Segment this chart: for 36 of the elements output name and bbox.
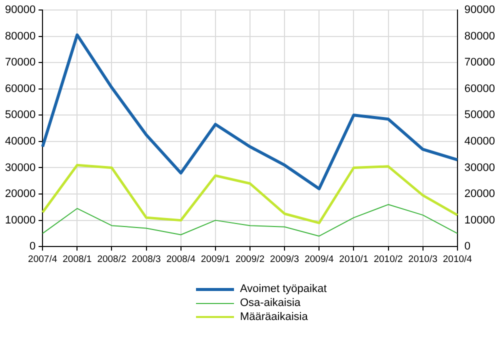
x-tick-label: 2007/4 xyxy=(28,254,58,265)
y-tick-label: 90000 xyxy=(4,4,36,16)
x-tick-label: 2009/2 xyxy=(235,254,265,265)
x-tick-label: 2008/4 xyxy=(166,254,196,265)
y-tick-label: 0 xyxy=(29,240,36,253)
y2-tick-label: 40000 xyxy=(464,135,496,148)
x-tick-label: 2010/1 xyxy=(339,254,368,265)
x-tick-label: 2008/2 xyxy=(97,254,126,265)
y-tick-label: 30000 xyxy=(4,162,36,174)
y-tick-label: 50000 xyxy=(4,109,36,122)
x-tick-label: 2008/3 xyxy=(132,254,161,265)
y2-tick-label: 90000 xyxy=(464,4,496,16)
legend-label: Osa-aikaisia xyxy=(240,297,301,309)
y2-tick-label: 70000 xyxy=(464,56,496,69)
y-tick-label: 80000 xyxy=(4,30,36,42)
y2-tick-label: 0 xyxy=(464,240,471,253)
y2-tick-label: 60000 xyxy=(464,82,496,95)
x-tick-label: 2010/3 xyxy=(408,254,438,265)
x-tick-label: 2008/1 xyxy=(62,254,92,265)
x-tick-label: 2009/4 xyxy=(304,254,334,265)
x-tick-label: 2010/2 xyxy=(374,254,403,265)
y-tick-label: 10000 xyxy=(4,214,36,226)
y-tick-label: 70000 xyxy=(4,56,36,69)
y2-tick-label: 80000 xyxy=(464,30,496,42)
y2-tick-label: 30000 xyxy=(464,162,496,174)
y-tick-label: 60000 xyxy=(4,82,36,95)
y-tick-label: 20000 xyxy=(4,188,36,200)
legend-label: Määräaikaisia xyxy=(240,311,308,323)
y2-tick-label: 10000 xyxy=(464,214,496,226)
y-tick-label: 40000 xyxy=(4,135,36,148)
legend-label: Avoimet työpaikat xyxy=(240,283,327,295)
x-tick-label: 2010/4 xyxy=(442,254,472,265)
y2-tick-label: 20000 xyxy=(464,188,496,200)
y2-tick-label: 50000 xyxy=(464,109,496,122)
x-tick-label: 2009/1 xyxy=(200,254,230,265)
x-tick-label: 2009/3 xyxy=(270,254,300,265)
